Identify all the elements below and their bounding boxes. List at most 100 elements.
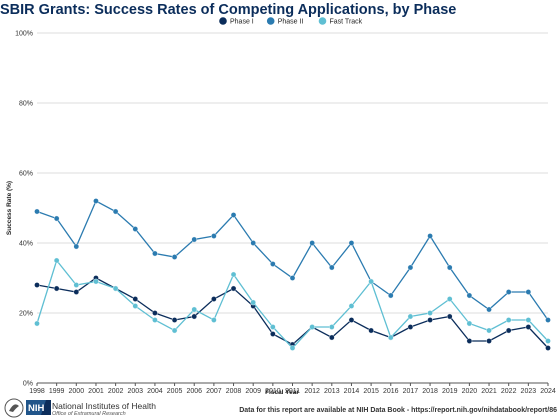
x-tick-label: 2005 bbox=[167, 388, 183, 395]
data-point-phase-ii[interactable] bbox=[505, 289, 512, 295]
data-point-fast-track[interactable] bbox=[132, 303, 139, 309]
data-point-fast-track[interactable] bbox=[505, 317, 512, 323]
data-point-fast-track[interactable] bbox=[427, 310, 433, 316]
data-point-phase-i[interactable] bbox=[34, 282, 40, 288]
legend-item-phase-i[interactable]: Phase I bbox=[219, 17, 254, 26]
data-point-phase-i[interactable] bbox=[152, 310, 158, 316]
x-tick-label: 1998 bbox=[29, 388, 45, 395]
x-tick-label: 2014 bbox=[344, 388, 360, 395]
data-point-phase-ii[interactable] bbox=[270, 261, 276, 267]
data-point-fast-track[interactable] bbox=[309, 324, 315, 330]
data-point-fast-track[interactable] bbox=[191, 306, 198, 313]
x-tick-label: 2022 bbox=[501, 388, 517, 395]
data-point-phase-i[interactable] bbox=[348, 317, 355, 323]
data-point-phase-ii[interactable] bbox=[466, 292, 473, 299]
data-point-fast-track[interactable] bbox=[112, 285, 119, 292]
data-point-phase-i[interactable] bbox=[191, 313, 198, 320]
data-point-phase-ii[interactable] bbox=[211, 233, 217, 239]
data-point-phase-ii[interactable] bbox=[152, 250, 158, 257]
footer-office-name: Office of Extramural Research bbox=[52, 411, 126, 417]
data-point-fast-track[interactable] bbox=[93, 278, 99, 285]
data-point-fast-track[interactable] bbox=[152, 317, 158, 323]
data-point-phase-ii[interactable] bbox=[73, 243, 80, 250]
legend-item-fast-track[interactable]: Fast Track bbox=[318, 17, 363, 26]
data-point-phase-ii[interactable] bbox=[525, 289, 532, 295]
data-point-phase-i[interactable] bbox=[525, 324, 532, 330]
x-tick-label: 2017 bbox=[403, 388, 419, 395]
legend-marker-fast-track bbox=[318, 17, 327, 25]
y-tick-label: 0% bbox=[23, 381, 33, 388]
data-point-fast-track[interactable] bbox=[368, 278, 374, 285]
data-point-phase-i[interactable] bbox=[73, 289, 80, 295]
y-tick-label: 60% bbox=[19, 171, 33, 178]
data-point-phase-ii[interactable] bbox=[309, 240, 315, 246]
data-point-fast-track[interactable] bbox=[211, 317, 217, 323]
data-point-phase-i[interactable] bbox=[211, 296, 217, 302]
data-point-phase-ii[interactable] bbox=[112, 208, 119, 215]
data-point-fast-track[interactable] bbox=[348, 303, 355, 309]
data-point-phase-ii[interactable] bbox=[348, 240, 355, 246]
data-point-phase-i[interactable] bbox=[53, 285, 60, 292]
data-point-fast-track[interactable] bbox=[53, 257, 60, 264]
data-point-phase-ii[interactable] bbox=[407, 264, 414, 271]
grid-lines bbox=[37, 32, 548, 384]
data-point-phase-ii[interactable] bbox=[387, 292, 394, 299]
x-tick-label: 1999 bbox=[49, 388, 65, 395]
data-point-fast-track[interactable] bbox=[486, 327, 492, 334]
data-point-phase-ii[interactable] bbox=[446, 264, 453, 271]
data-point-phase-ii[interactable] bbox=[171, 254, 178, 260]
data-point-phase-ii[interactable] bbox=[53, 215, 60, 222]
data-point-phase-i[interactable] bbox=[505, 327, 512, 334]
data-point-phase-ii[interactable] bbox=[545, 317, 551, 323]
data-point-phase-i[interactable] bbox=[132, 296, 139, 302]
nih-logo-text: NIH bbox=[28, 403, 45, 414]
y-axis-title: Success Rate (%) bbox=[6, 181, 13, 235]
x-tick-label: 2019 bbox=[442, 388, 458, 395]
data-point-phase-i[interactable] bbox=[329, 334, 335, 341]
data-point-phase-ii[interactable] bbox=[250, 240, 256, 246]
data-point-fast-track[interactable] bbox=[387, 334, 394, 341]
data-point-fast-track[interactable] bbox=[230, 271, 237, 278]
data-point-phase-i[interactable] bbox=[368, 327, 374, 334]
data-point-fast-track[interactable] bbox=[329, 324, 335, 330]
data-point-phase-i[interactable] bbox=[230, 285, 237, 292]
data-point-fast-track[interactable] bbox=[73, 282, 80, 288]
series-line-phase-ii bbox=[36, 200, 549, 321]
data-point-phase-i[interactable] bbox=[171, 317, 178, 323]
data-point-phase-i[interactable] bbox=[407, 324, 414, 330]
data-point-phase-ii[interactable] bbox=[93, 198, 99, 204]
data-point-fast-track[interactable] bbox=[446, 296, 453, 302]
data-point-phase-ii[interactable] bbox=[191, 236, 198, 243]
x-tick-label: 2007 bbox=[206, 388, 222, 395]
data-point-phase-ii[interactable] bbox=[289, 275, 296, 281]
data-point-fast-track[interactable] bbox=[466, 320, 473, 327]
legend-item-phase-ii[interactable]: Phase II bbox=[266, 17, 304, 26]
x-tick-label: 2011 bbox=[285, 388, 300, 395]
data-point-phase-ii[interactable] bbox=[34, 208, 40, 215]
data-point-fast-track[interactable] bbox=[525, 317, 532, 323]
data-point-fast-track[interactable] bbox=[270, 324, 276, 330]
y-tick-label: 80% bbox=[19, 101, 33, 108]
data-point-phase-ii[interactable] bbox=[230, 212, 237, 218]
data-point-phase-i[interactable] bbox=[486, 338, 492, 344]
data-point-fast-track[interactable] bbox=[289, 345, 296, 351]
data-point-fast-track[interactable] bbox=[171, 327, 178, 334]
data-point-phase-ii[interactable] bbox=[132, 226, 139, 232]
chart-title: SBIR Grants: Success Rates of Competing … bbox=[0, 2, 457, 18]
data-point-phase-i[interactable] bbox=[466, 338, 473, 344]
data-point-phase-ii[interactable] bbox=[427, 233, 433, 239]
data-point-fast-track[interactable] bbox=[407, 313, 414, 320]
data-point-fast-track[interactable] bbox=[34, 320, 40, 327]
x-tick-label: 2021 bbox=[481, 388, 497, 395]
data-point-fast-track[interactable] bbox=[250, 299, 256, 306]
data-point-phase-i[interactable] bbox=[270, 331, 276, 337]
data-point-phase-i[interactable] bbox=[427, 317, 433, 323]
series-fast-track bbox=[34, 257, 551, 351]
x-tick-label: 2016 bbox=[383, 388, 399, 395]
data-point-phase-ii[interactable] bbox=[486, 306, 492, 313]
x-tick-label: 2003 bbox=[127, 388, 143, 395]
data-point-phase-ii[interactable] bbox=[329, 264, 335, 271]
data-point-fast-track[interactable] bbox=[545, 338, 551, 344]
data-point-phase-i[interactable] bbox=[446, 313, 453, 320]
data-point-phase-i[interactable] bbox=[545, 345, 551, 351]
